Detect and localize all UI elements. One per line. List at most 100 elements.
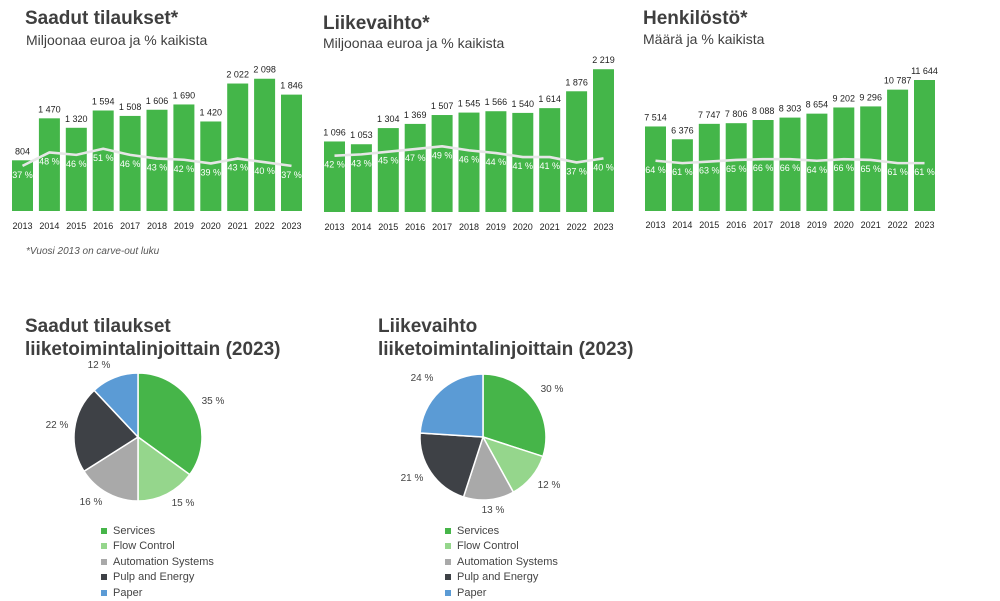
year-tick-label: 2018 (147, 221, 167, 231)
carve-out-note: *Vuosi 2013 on carve-out luku (26, 246, 160, 257)
bar-value-label: 1 540 (512, 99, 535, 109)
year-tick-label: 2018 (459, 222, 479, 232)
legend-swatch (445, 558, 451, 565)
bar-2019 (173, 104, 195, 211)
bar-value-label: 1 096 (323, 127, 346, 137)
bar-value-label: 2 098 (253, 65, 276, 75)
legend-swatch (101, 527, 107, 534)
year-tick-label: 2016 (405, 222, 425, 232)
legend-label: Automation Systems (113, 555, 214, 568)
pie-slice-pulp-and-energy (419, 432, 485, 498)
sales-pie-title-line2: liiketoimintalinjoittain (2023) (378, 339, 634, 360)
year-tick-label: 2020 (834, 220, 854, 230)
bar-2013 (324, 141, 345, 212)
bar-value-label: 7 514 (644, 112, 667, 122)
share-label: 66 % (834, 163, 855, 173)
year-tick-label: 2019 (486, 222, 506, 232)
orders-pie-title-line2: liiketoimintalinjoittain (2023) (25, 339, 281, 360)
legend-item: Automation Systems (445, 554, 558, 570)
bar-2015 (698, 123, 720, 211)
legend-swatch (101, 589, 107, 596)
bar-2023 (593, 69, 614, 212)
legend-label: Pulp and Energy (113, 571, 195, 584)
legend-swatch (445, 527, 451, 534)
legend-label: Paper (113, 586, 143, 599)
personnel-chart-title: Henkilöstö* (643, 8, 748, 29)
bar-2017 (431, 115, 453, 212)
share-label: 44 % (486, 157, 507, 167)
legend-item: Flow Control (445, 539, 558, 555)
year-tick-label: 2014 (351, 222, 371, 232)
bar-2013 (12, 160, 33, 211)
share-label: 37 % (281, 170, 302, 180)
bar-value-label: 11 644 (911, 66, 938, 76)
year-tick-label: 2023 (914, 220, 934, 230)
bar-value-label: 1 846 (280, 81, 303, 91)
pie-slice-services (482, 373, 547, 458)
legend-item: Services (445, 523, 558, 539)
share-label: 40 % (593, 162, 614, 172)
orders-chart-subtitle: Miljoonaa euroa ja % kaikista (26, 32, 208, 48)
orders-chart-title: Saadut tilaukset* (25, 8, 179, 29)
legend-swatch (445, 574, 451, 581)
bar-value-label: 1 304 (377, 114, 400, 124)
bar-value-label: 1 614 (538, 94, 561, 104)
share-label: 41 % (513, 161, 534, 171)
year-tick-label: 2016 (726, 220, 746, 230)
bar-value-label: 10 787 (884, 76, 912, 86)
year-tick-label: 2023 (281, 221, 301, 231)
bar-value-label: 8 303 (779, 104, 802, 114)
bar-value-label: 1 508 (119, 102, 142, 112)
bar-value-label: 804 (15, 146, 30, 156)
year-tick-label: 2023 (593, 222, 613, 232)
orders-pie-legend: Services Flow Control Automation Systems Pu… (101, 523, 214, 601)
legend-label: Services (457, 524, 500, 537)
legend-item: Pulp and Energy (445, 570, 558, 586)
bar-value-label: 1 690 (173, 90, 196, 100)
legend-label: Services (113, 524, 156, 537)
year-tick-label: 2022 (567, 222, 587, 232)
bar-2019 (806, 113, 828, 211)
legend-swatch (445, 589, 451, 596)
bar-value-label: 1 420 (200, 107, 223, 117)
year-tick-label: 2016 (93, 221, 113, 231)
share-label: 64 % (807, 165, 828, 175)
share-line (21, 147, 292, 168)
year-tick-label: 2019 (174, 221, 194, 231)
pie-slice-label: 30 % (541, 384, 564, 395)
share-label: 46 % (66, 159, 87, 169)
bar-value-label: 1 053 (350, 130, 373, 140)
bar-value-label: 7 747 (698, 110, 721, 120)
year-tick-label: 2021 (861, 220, 881, 230)
share-label: 45 % (378, 156, 399, 166)
year-tick-label: 2014 (672, 220, 692, 230)
year-tick-label: 2017 (432, 222, 452, 232)
share-label: 37 % (566, 166, 587, 176)
sales-pie-title-line1: Liikevaihto (378, 316, 478, 337)
bar-2022 (566, 91, 588, 212)
share-label: 46 % (120, 159, 141, 169)
bar-value-label: 1 545 (458, 99, 481, 109)
pie-slice-label: 15 % (172, 498, 195, 509)
share-label: 43 % (227, 163, 248, 173)
year-tick-label: 2013 (645, 220, 665, 230)
bar-value-label: 2 219 (592, 55, 615, 65)
legend-item: Pulp and Energy (101, 570, 214, 586)
year-tick-label: 2014 (39, 221, 59, 231)
bar-2020 (200, 121, 222, 211)
bar-value-label: 9 296 (859, 92, 882, 102)
share-label: 42 % (324, 160, 345, 170)
share-label: 65 % (860, 164, 881, 174)
legend-item: Automation Systems (101, 554, 214, 570)
year-tick-label: 2020 (513, 222, 533, 232)
bar-2016 (404, 123, 426, 212)
personnel-chart-subtitle: Määrä ja % kaikista (643, 31, 765, 47)
legend-label: Automation Systems (457, 555, 558, 568)
bar-value-label: 1 594 (92, 97, 115, 107)
sales-pie-legend: Services Flow Control Automation Systems Pu… (445, 523, 558, 601)
bar-2019 (485, 111, 507, 212)
share-label: 51 % (93, 153, 114, 163)
pie-slice-label: 12 % (88, 360, 111, 371)
